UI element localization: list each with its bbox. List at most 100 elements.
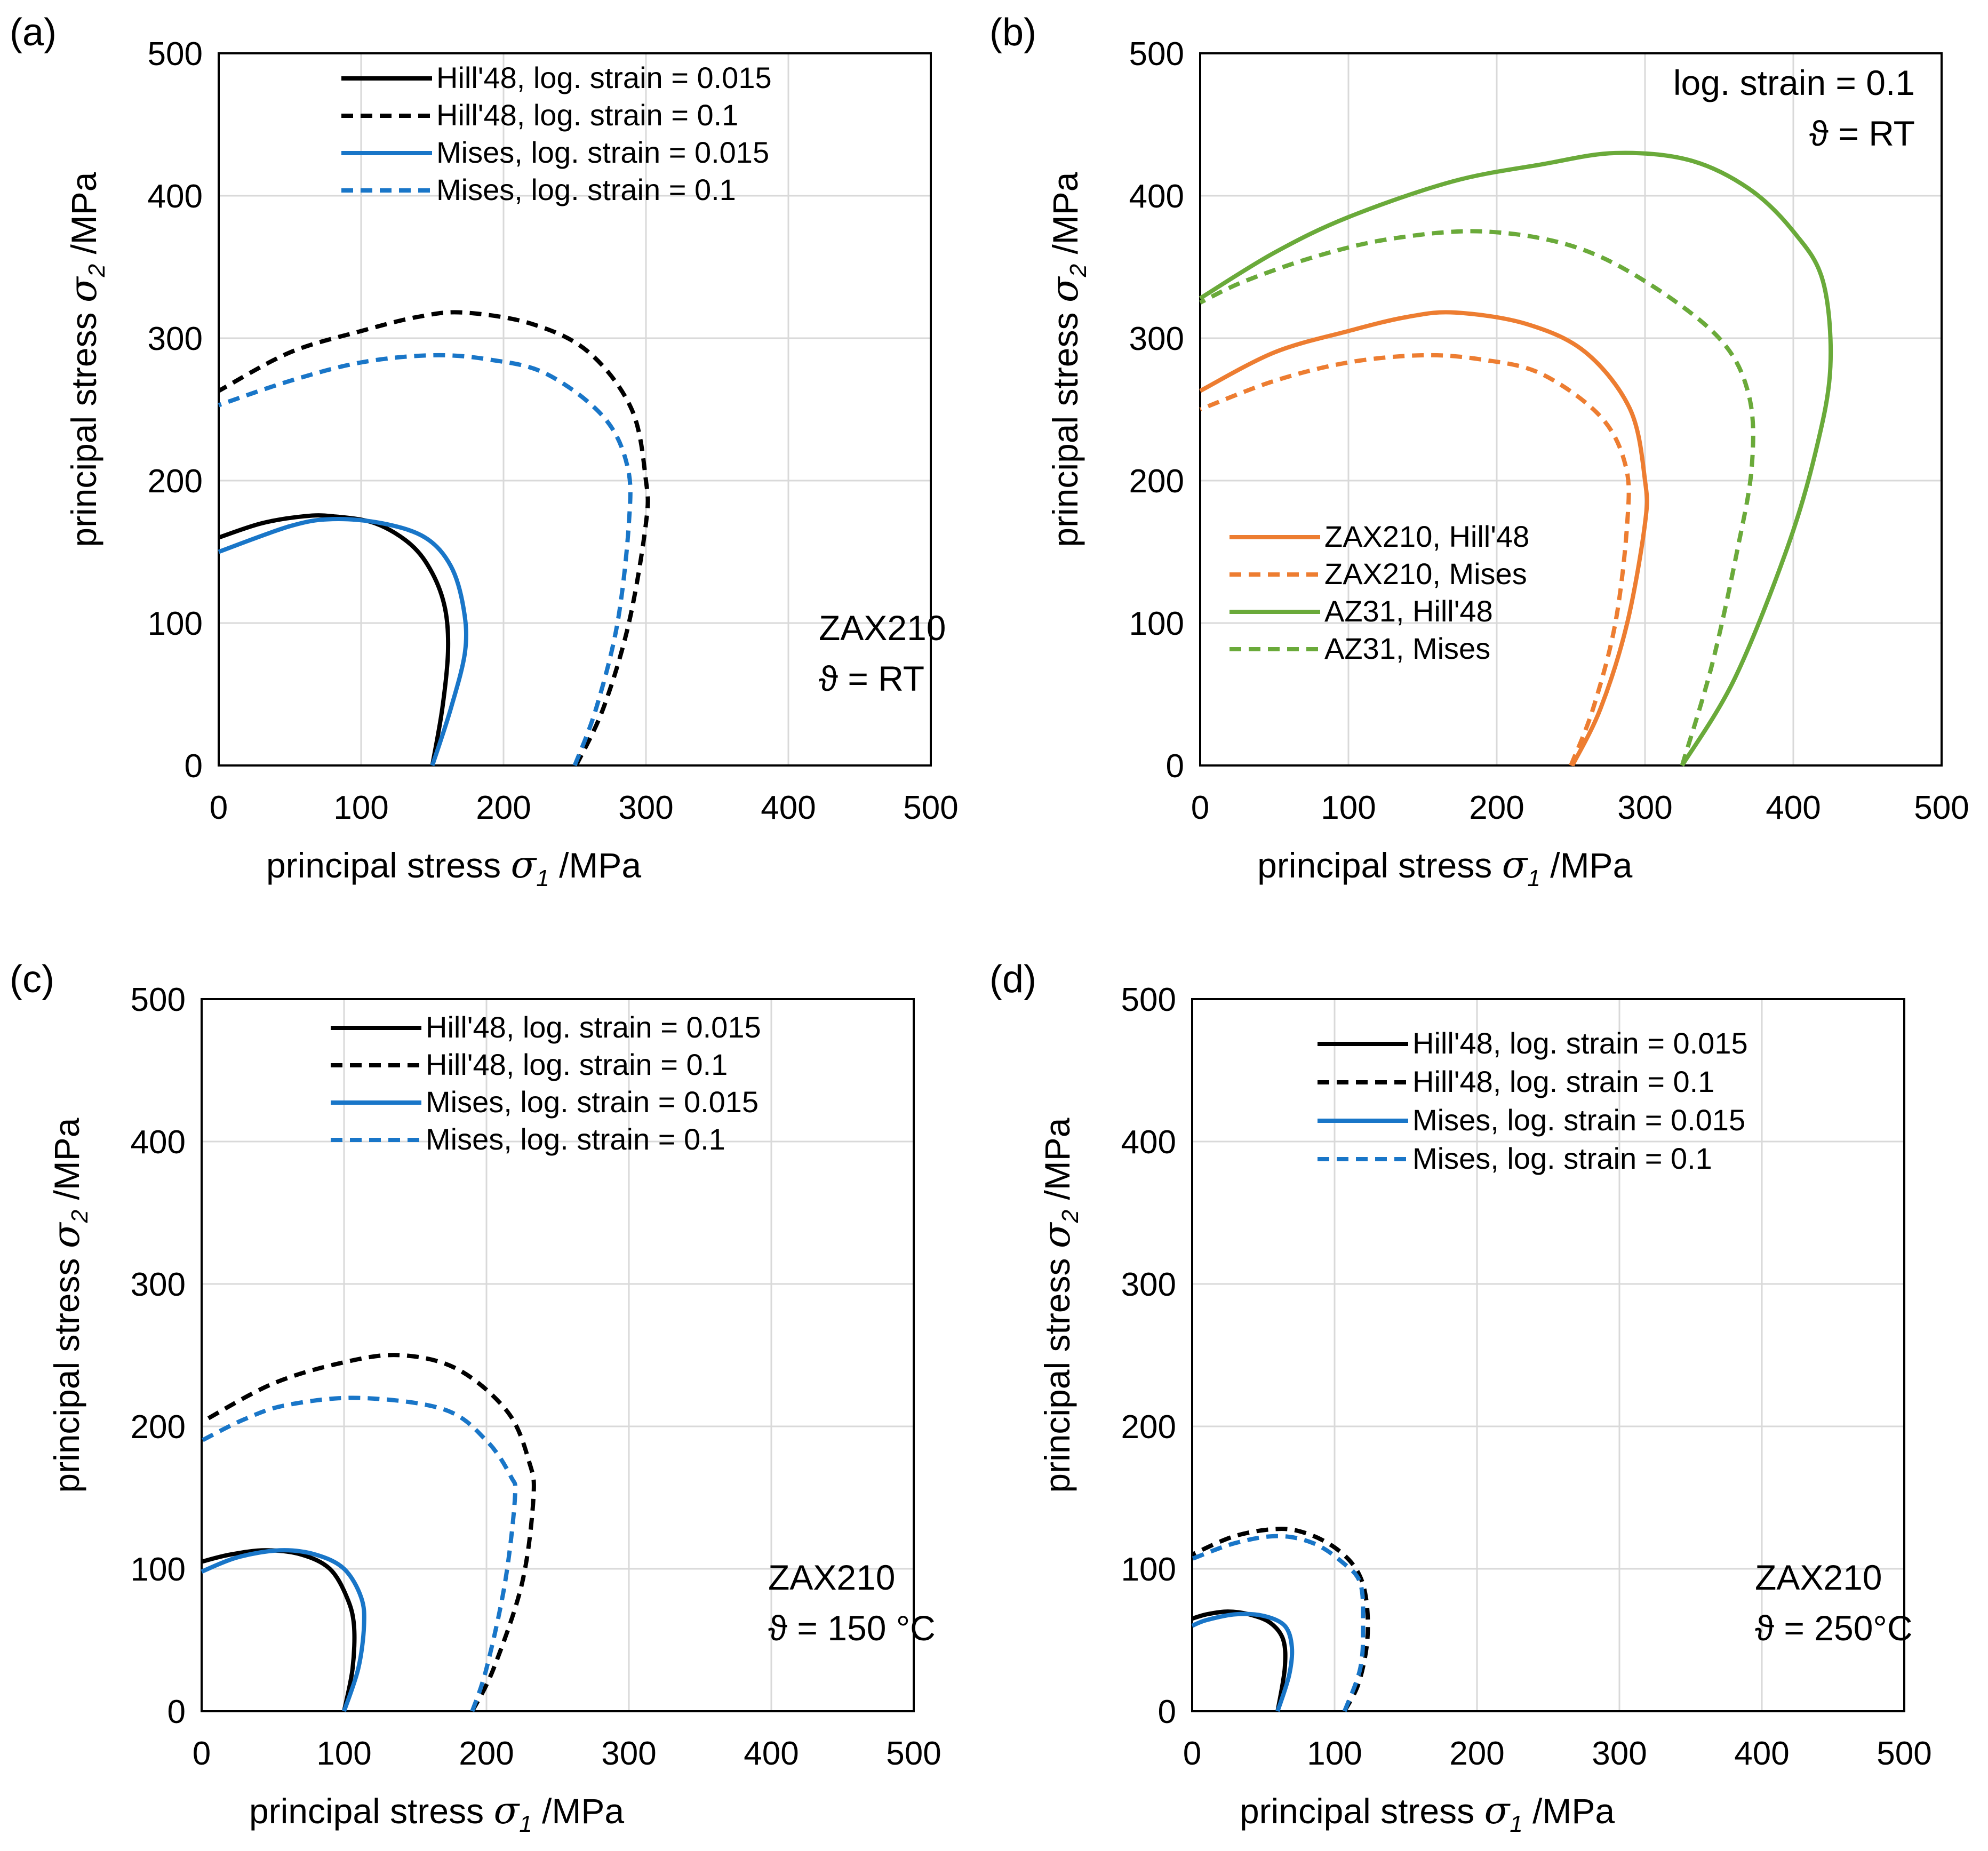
y-axis-title: principal stress σ2 /MPa <box>1043 172 1091 547</box>
legend-entry: Hill'48, log. strain = 0.015 <box>436 61 772 94</box>
legend: Hill'48, log. strain = 0.015 Hill'48, log… <box>1318 1026 1748 1175</box>
y-tick-label: 400 <box>148 178 203 215</box>
legend-entry: Hill'48, log. strain = 0.1 <box>426 1048 728 1081</box>
series-line-4 <box>218 353 633 767</box>
x-tick-label: 0 <box>1183 1735 1201 1772</box>
x-axis-title: principal stress σ1 /MPa <box>1257 843 1632 891</box>
legend: Hill'48, log. strain = 0.015 Hill'48, log… <box>341 61 772 206</box>
x-tick-label: 200 <box>1469 789 1524 826</box>
legend-entry: AZ31, Mises <box>1324 632 1490 665</box>
annotation-line: ϑ = 150 °C <box>768 1608 936 1648</box>
chart-panel-b: 0 100 200 300 400 500 0 100 200 300 400 500 principa… <box>989 11 1969 891</box>
series-line-4 <box>1199 229 1755 767</box>
annotation-line: ϑ = 250°C <box>1755 1608 1913 1648</box>
series-line-1 <box>201 1548 357 1712</box>
x-axis-title: principal stress σ1 /MPa <box>249 1789 624 1837</box>
x-tick-label: 500 <box>1877 1735 1931 1772</box>
annotation-line: ϑ = RT <box>1809 114 1915 153</box>
series-line-2 <box>1191 1527 1370 1712</box>
y-tick-label: 500 <box>1121 982 1176 1018</box>
series-line-2 <box>201 1353 536 1712</box>
x-tick-label: 100 <box>333 789 388 826</box>
x-tick-label: 0 <box>210 789 228 826</box>
annotation-line: ZAX210 <box>1755 1558 1882 1597</box>
x-tick-label: 300 <box>601 1735 656 1772</box>
legend-entry: Mises, log. strain = 0.015 <box>426 1085 759 1119</box>
series-line-1 <box>218 513 451 766</box>
series-line-2 <box>1199 353 1631 767</box>
x-tick-label: 500 <box>886 1735 941 1772</box>
legend-entry: Mises, log. strain = 0.015 <box>436 135 769 169</box>
y-tick-label: 200 <box>148 463 203 500</box>
legend-entry: Hill'48, log. strain = 0.015 <box>426 1010 761 1044</box>
legend-entry: Mises, log. strain = 0.015 <box>1412 1103 1745 1137</box>
series-line-4 <box>201 1395 518 1712</box>
y-tick-label: 0 <box>185 748 203 785</box>
y-tick-label: 300 <box>1121 1266 1176 1303</box>
annotation-line: log. strain = 0.1 <box>1673 63 1915 102</box>
chart-panel-c: 0 100 200 300 400 500 0 100 200 300 400 500 principa… <box>10 958 941 1837</box>
panel-label: (a) <box>10 11 57 54</box>
series-line-1 <box>1199 310 1649 767</box>
series-line-3 <box>218 516 468 767</box>
y-tick-label: 0 <box>1158 1694 1176 1730</box>
y-tick-label: 200 <box>1121 1409 1176 1446</box>
y-tick-label: 500 <box>1129 36 1184 73</box>
series-line-3 <box>1199 150 1833 767</box>
legend-entry: ZAX210, Mises <box>1324 557 1527 591</box>
x-tick-label: 0 <box>193 1735 211 1772</box>
x-tick-label: 300 <box>1617 789 1672 826</box>
series-line-3 <box>201 1548 366 1712</box>
x-tick-label: 200 <box>476 789 531 826</box>
x-tick-label: 300 <box>618 789 673 826</box>
series-line-3 <box>1191 1611 1295 1712</box>
chart-panel-a: 0 100 200 300 400 500 0 100 200 300 400 500 principa… <box>10 11 959 891</box>
x-tick-label: 200 <box>459 1735 514 1772</box>
series-line-4 <box>1191 1534 1366 1712</box>
y-axis-title: principal stress σ2 /MPa <box>61 172 110 547</box>
legend-entry: Mises, log. strain = 0.1 <box>436 173 736 206</box>
x-tick-label: 100 <box>1321 789 1376 826</box>
y-tick-label: 400 <box>131 1124 186 1161</box>
y-tick-label: 100 <box>148 605 203 642</box>
x-tick-label: 100 <box>316 1735 371 1772</box>
x-tick-label: 500 <box>1914 789 1969 826</box>
y-tick-label: 100 <box>1129 605 1184 642</box>
series-line-1 <box>1191 1609 1288 1712</box>
y-tick-label: 400 <box>1121 1124 1176 1161</box>
panel-label: (d) <box>989 958 1036 1001</box>
legend-entry: Hill'48, log. strain = 0.1 <box>436 98 738 132</box>
y-tick-label: 500 <box>148 36 203 73</box>
x-axis-title: principal stress σ1 /MPa <box>266 843 641 891</box>
y-tick-label: 0 <box>167 1694 186 1730</box>
x-tick-label: 400 <box>1766 789 1821 826</box>
annotation-line: ϑ = RT <box>819 659 924 698</box>
x-tick-label: 300 <box>1592 1735 1647 1772</box>
legend-entry: ZAX210, Hill'48 <box>1324 520 1529 553</box>
annotation-line: ZAX210 <box>768 1558 895 1597</box>
annotation-line: ZAX210 <box>819 608 946 648</box>
y-axis-title: principal stress σ2 /MPa <box>44 1118 93 1493</box>
y-tick-label: 300 <box>1129 321 1184 357</box>
x-tick-label: 100 <box>1307 1735 1362 1772</box>
legend-entry: Hill'48, log. strain = 0.015 <box>1412 1026 1748 1060</box>
x-tick-label: 0 <box>1191 789 1209 826</box>
y-tick-label: 100 <box>1121 1551 1176 1588</box>
chart-panel-d: 0 100 200 300 400 500 0 100 200 300 400 500 principa… <box>989 958 1932 1837</box>
y-tick-label: 300 <box>131 1266 186 1303</box>
y-tick-label: 300 <box>148 321 203 357</box>
x-tick-label: 400 <box>761 789 816 826</box>
x-tick-label: 400 <box>1734 1735 1789 1772</box>
x-tick-label: 500 <box>903 789 958 826</box>
y-axis-title: principal stress σ2 /MPa <box>1035 1118 1083 1493</box>
plot-area-frame <box>201 998 915 1712</box>
x-tick-label: 200 <box>1449 1735 1504 1772</box>
plot-area-frame <box>1191 998 1905 1712</box>
legend-entry: Mises, log. strain = 0.1 <box>426 1122 725 1156</box>
y-tick-label: 400 <box>1129 178 1184 215</box>
y-tick-label: 100 <box>131 1551 186 1588</box>
legend-entry: Hill'48, log. strain = 0.1 <box>1412 1065 1714 1098</box>
y-tick-label: 500 <box>131 982 186 1018</box>
